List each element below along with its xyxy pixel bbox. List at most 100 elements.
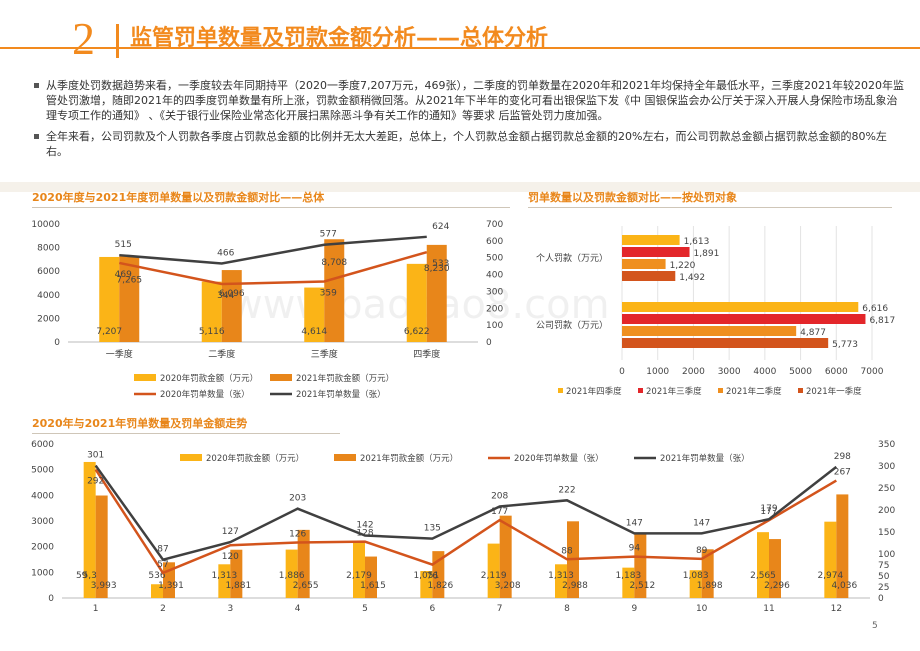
chart2-bar-label: 5,773 [832,340,858,350]
chart3-y2tick: 100 [878,550,895,560]
chart1-bar-2021 [426,244,447,342]
chart1-line-2021-label: 577 [320,230,337,240]
chart3-ytick: 5000 [31,466,54,476]
chart1-y2tick: 700 [486,220,503,230]
chart1-title-rule [32,207,510,208]
header-divider [116,24,119,58]
chart3-line-2020 [94,468,837,575]
chart1-line-2020-label: 344 [217,291,234,301]
chart3-xtick: 1 [93,604,99,614]
chart1-xtick: 四季度 [413,348,440,360]
chart3-ytick: 3000 [31,517,54,527]
chart3-line-2021-label: 135 [424,524,441,534]
chart2-bar-label: 6,616 [862,304,888,314]
chart3-bar-2021 [230,549,243,598]
chart1-xtick: 三季度 [311,348,338,360]
chart3-line-2021-label: 222 [558,485,575,495]
chart3-bar-2021-label: 3,208 [495,581,521,591]
chart3-legend-2021-amount-swatch [334,454,356,461]
chart3-line-2021-label: 142 [356,521,373,531]
chart1-legend-2021-amount-swatch [270,374,292,381]
chart1-ytick: 2000 [37,314,60,324]
chart3-y2tick: 250 [878,484,895,494]
chart3-bar-2020 [151,584,163,598]
chart1-bar-2021 [119,256,140,342]
page-number: 5 [872,621,878,631]
chart3-bar-2020 [487,543,500,598]
chart3-y2tick: 300 [878,462,895,472]
chart3-line-2020-label: 94 [629,544,641,554]
chart2-legend-swatch [638,388,643,393]
chart1-bar-2020 [99,256,120,342]
chart2-bar [622,259,666,269]
chart2-xtick: 6000 [825,367,848,377]
chart3-y2tick: 75 [878,561,889,571]
chart2-legend-label: 2021年四季度 [566,386,622,397]
chart1-bar-2020-label: 7,207 [96,327,122,337]
chart3-bar-2020-label: 5,3 [83,571,97,581]
chart3-ytick: 4000 [31,491,54,501]
chart2-title-rule [528,207,892,208]
chart3-bar-2020-label: 1,313 [548,571,574,581]
chart3-line-2021-label: 298 [834,452,851,462]
chart3-bar-2021 [634,533,647,598]
chart3-line-2021-label: 127 [222,527,239,537]
chart1-legend-2020-amount-label: 2020年罚款金额（万元） [160,373,258,384]
chart1-line-2020-label: 469 [115,270,132,280]
chart3-line-2021-label: 208 [491,491,508,501]
chart3-line-2020-label: 120 [222,552,239,562]
chart3-line-2020-label: 177 [760,507,777,517]
chart3-legend-2020-amount-swatch [180,454,202,461]
chart3-xtick: 3 [227,604,233,614]
chart3-ytick: 2000 [31,543,54,553]
chart1-legend-2020-amount-swatch [134,374,156,381]
chart3-bar-2020-label: 2,565 [750,571,776,581]
chart3-bar-2020 [420,571,433,598]
chart2-title: 罚单数量以及罚款金额对比——按处罚对象 [528,191,737,204]
chart3-xtick: 4 [295,604,301,614]
chart3-bar-2021-label: 2,655 [293,581,319,591]
chart3-line-2020-label: 292 [87,477,104,487]
page-title: 监管罚单数量及罚款金额分析——总体分析 [130,26,549,51]
chart3-xtick: 2 [160,604,166,614]
chart3-bar-2020-label: 1,183 [615,571,641,581]
chart1-bar-2020 [304,287,325,342]
chart2-bar [622,314,866,324]
chart3-y2tick: 0 [878,594,884,604]
panel-band [0,182,920,192]
chart1-line-2021-label: 466 [217,248,234,258]
chart3-title: 2020年与2021年罚单数量及罚单金额走势 [32,417,248,430]
chart2-bar-label: 1,492 [679,273,705,283]
chart3-line-2020-label: 177 [491,507,508,517]
chart3-title-rule [32,433,340,434]
chart1-bar-2020-label: 4,614 [301,327,327,337]
chart2-bar [622,302,859,312]
chart1-bar-2021 [221,270,242,342]
chart1-bar-2021-label: 6,096 [219,289,245,299]
chart3-ytick: 6000 [31,440,54,450]
chart3-bar-2020-label: 1,051 [413,571,439,581]
chart3-line-2021-label: 179 [760,504,777,514]
chart2-legend-label: 2021年二季度 [726,386,782,397]
chart3-line-2021-label: 87 [157,545,168,555]
chart3-legend-2021-count-label: 2021年罚单数量（张） [660,453,750,464]
chart1-bar-2020-label: 6,622 [404,327,430,337]
chart2-category-label: 公司罚款（万元） [536,319,608,331]
chart3-bar-2021-label: 3,993 [91,581,117,591]
chart3-bar-2021-label: 4,036 [831,581,857,591]
chart2-xtick: 1000 [646,367,669,377]
chart1-y2tick: 0 [486,338,492,348]
chart3-bar-2020 [757,532,769,598]
chart2-xtick: 0 [619,367,625,377]
chart1-ytick: 6000 [37,267,60,277]
chart2-bar [622,271,676,281]
chart1-bar-2021-label: 8,230 [424,264,450,274]
chart1-ytick: 4000 [37,291,60,301]
chart3-bar-2020-label: 1,083 [683,571,709,581]
chart2-xtick: 4000 [753,367,776,377]
chart3-line-2020-label: 126 [289,530,306,540]
chart2-bar [622,326,797,336]
chart3-bar-2021 [95,495,108,598]
chart3-bar-2020-label: 1,313 [211,571,237,581]
chart3-legend-2020-count-label: 2020年罚单数量（张） [514,453,604,464]
